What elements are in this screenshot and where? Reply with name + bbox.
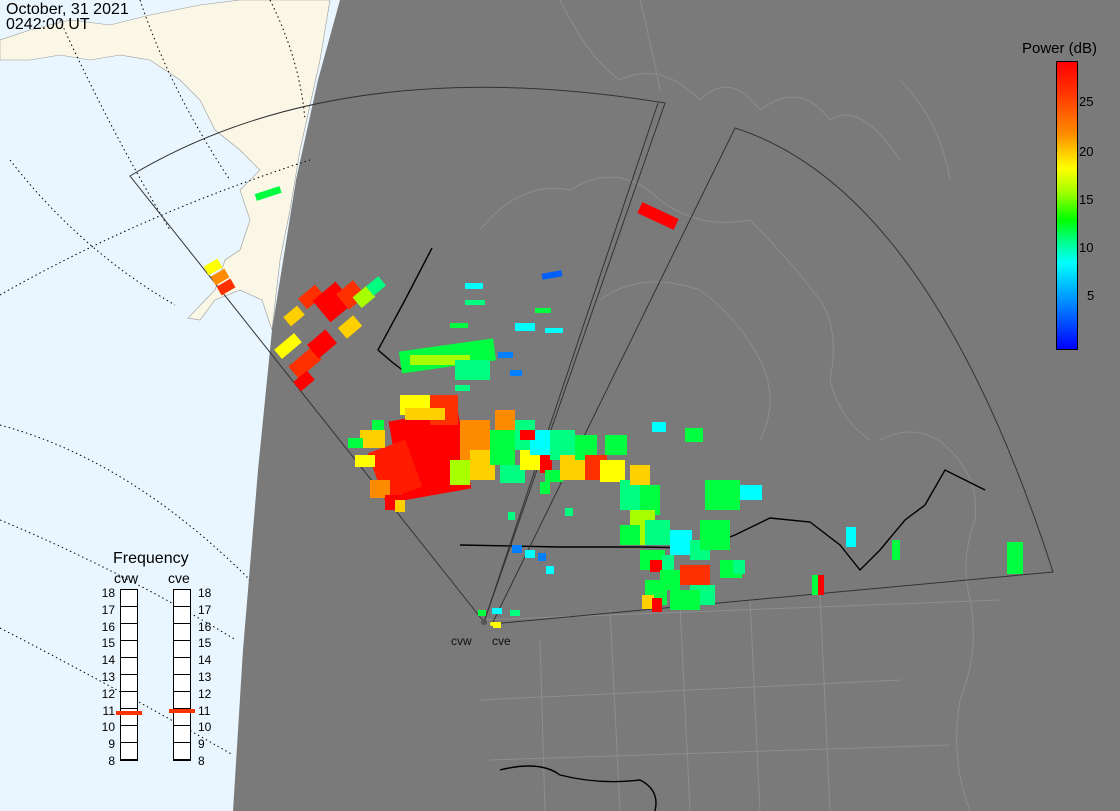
frequency-scale-label-left: 14 <box>101 653 115 668</box>
frequency-scale-label-right: 14 <box>198 653 212 668</box>
frequency-scale-label-left: 13 <box>101 670 115 684</box>
site-label-cve: cve <box>492 634 511 648</box>
frequency-scale-label-right: 10 <box>198 720 212 735</box>
site-label-cvw: cvw <box>451 634 472 648</box>
cvw-site-marker <box>481 619 487 625</box>
frequency-scale-label-right: 15 <box>198 636 212 651</box>
power-tick-5: 5 <box>1087 288 1095 303</box>
power-tick-10: 10 <box>1079 240 1094 255</box>
frequency-scale-label-right: 16 <box>198 619 212 634</box>
observation-date: October, 31 2021 <box>6 1 129 18</box>
frequency-scale-label-right: 18 <box>198 586 212 600</box>
frequency-scale-label-right: 11 <box>198 703 211 718</box>
observation-time: 0242:00 UT <box>6 16 90 33</box>
frequency-scale-label-left: 11 <box>102 703 115 718</box>
frequency-scale-label-right: 8 <box>198 754 205 768</box>
cve-site-marker <box>490 622 494 626</box>
frequency-scale-label-right: 12 <box>198 686 212 701</box>
frequency-scale-label-left: 8 <box>108 754 115 768</box>
frequency-scale-label-right: 13 <box>198 670 212 684</box>
frequency-scale-label-left: 16 <box>101 619 115 634</box>
alaska-landmass <box>0 0 331 331</box>
frequency-scale-label-left: 12 <box>101 686 115 701</box>
power-legend-title: Power (dB) <box>1022 40 1098 57</box>
frequency-marker-cvw <box>116 711 142 716</box>
frequency-marker-cve <box>169 709 195 714</box>
frequency-title: Frequency <box>113 550 189 567</box>
frequency-scale-label-left: 17 <box>101 602 115 617</box>
frequency-radar-label-cve: cve <box>168 570 190 586</box>
power-tick-25: 25 <box>1079 94 1094 109</box>
canada-us-border <box>459 469 986 572</box>
cvw-fov-outline <box>129 86 666 623</box>
frequency-scale-label-left: 9 <box>108 737 115 752</box>
power-tick-20: 20 <box>1079 144 1094 159</box>
power-colorbar <box>1056 61 1078 350</box>
frequency-scale-label-left: 18 <box>101 586 115 600</box>
alaska-canada-border <box>377 247 433 373</box>
power-tick-15: 15 <box>1079 192 1094 207</box>
frequency-scale-label-left: 10 <box>101 720 115 735</box>
frequency-radar-label-cvw: cvw <box>114 570 139 586</box>
night-terminator <box>233 0 1120 811</box>
frequency-bar-cvw <box>120 589 138 761</box>
frequency-bar-cve <box>173 589 191 761</box>
cve-fov-outline <box>491 127 1054 625</box>
frequency-scale-label-right: 9 <box>198 737 205 752</box>
frequency-scale-label-left: 15 <box>101 636 115 651</box>
frequency-scale-label-right: 17 <box>198 602 212 617</box>
